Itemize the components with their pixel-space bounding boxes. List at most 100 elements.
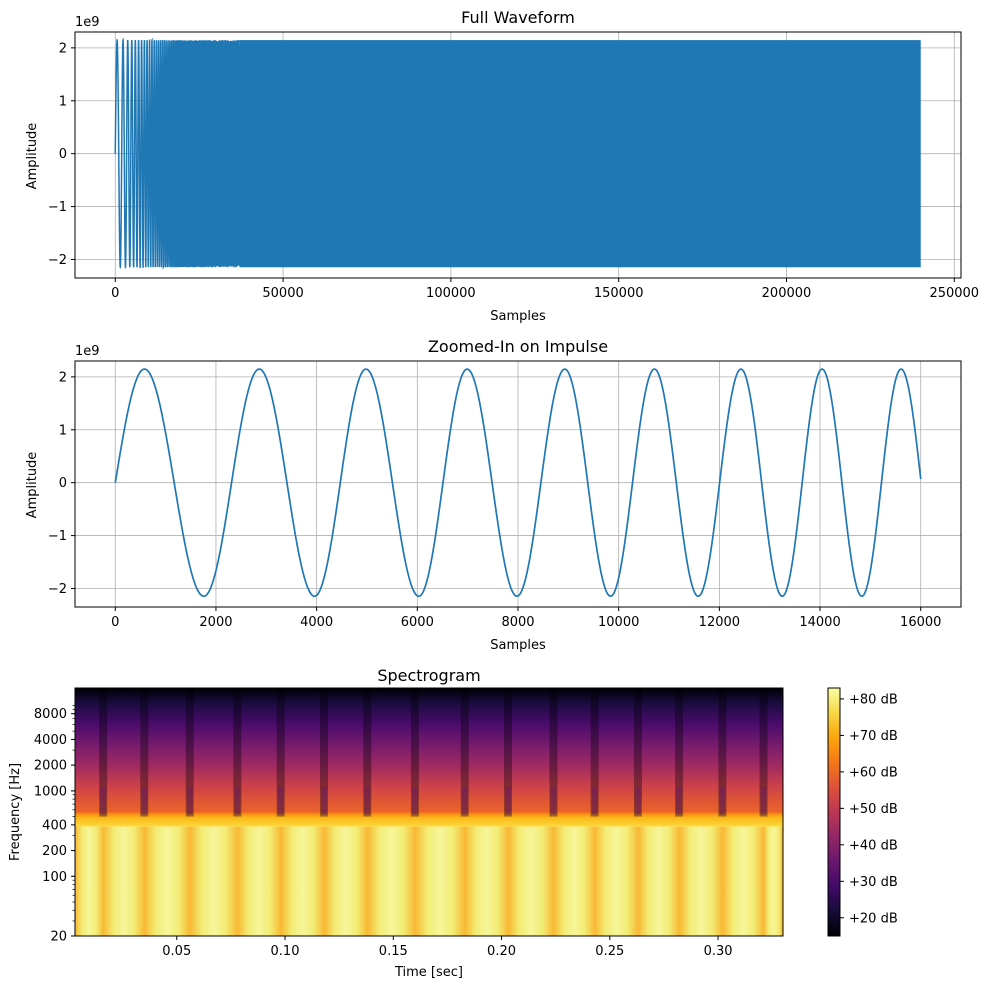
spectrogram-boundary-notch (759, 688, 768, 817)
spectrogram-boundary-dip (277, 786, 284, 815)
spectrogram-boundary-notch (504, 688, 513, 817)
spectrogram-frame-column (144, 826, 191, 936)
full-waveform-ticks: 0 50000 100000 150000 200000 250000 −2 −1 0 1 2 (48, 41, 979, 301)
spectrogram-boundary-notch (233, 688, 242, 817)
spectrogram-xtick-label: 0.30 (704, 944, 733, 959)
zoomed-xlabel: Samples (490, 638, 546, 653)
spectrogram-boundary-notch (590, 688, 599, 817)
full-waveform-xtick-label: 100000 (426, 286, 476, 301)
zoomed-grid (75, 361, 961, 607)
spectrogram-boundary-notch (718, 688, 727, 817)
zoomed-ylabel: Amplitude (25, 452, 40, 519)
spectrogram-boundary-dip (676, 786, 683, 815)
colorbar-tick-label: +40 dB (849, 838, 898, 853)
spectrogram-frame-column (594, 826, 639, 936)
spectrogram-panel: 0.05 0.10 0.15 0.20 0.25 0.30 20 100 200 400 1000 2… (8, 666, 898, 980)
spectrogram-ticks: 0.05 0.10 0.15 0.20 0.25 0.30 20 100 200 400 1000 2… (34, 705, 733, 959)
zoomed-ytick-label: 0 (59, 476, 67, 491)
spectrogram-ytick-label: 400 (42, 818, 67, 833)
spectrogram-xtick-label: 0.05 (162, 944, 191, 959)
spectrogram-ytick-label: 20 (50, 930, 67, 945)
spectrogram-xtick-label: 0.15 (379, 944, 408, 959)
full-waveform-ytick-label: 1 (59, 94, 67, 109)
spectrogram-transition-band (75, 812, 783, 827)
full-waveform-xtick-label: 200000 (762, 286, 812, 301)
spectrogram-frame-column (367, 826, 416, 936)
spectrogram-boundary-notch (99, 688, 108, 817)
spectrogram-frame-column (323, 826, 368, 936)
spectrogram-frame (74, 687, 784, 937)
spectrogram-boundary-notch (410, 688, 419, 817)
spectrogram-upper-band (75, 688, 783, 817)
spectrogram-boundary-dip (364, 786, 371, 815)
zoomed-xtick-label: 2000 (199, 615, 232, 630)
spectrogram-ytick-label: 4000 (34, 733, 67, 748)
spectrogram-frame-column (103, 826, 145, 936)
full-waveform-xtick-label: 0 (111, 286, 119, 301)
full-waveform-ytick-label: 0 (59, 147, 67, 162)
spectrogram-boundary-notch (675, 688, 684, 817)
zoomed-xtick-label: 12000 (699, 615, 740, 630)
spectrogram-frame-column (237, 826, 282, 936)
full-waveform-frame (74, 31, 962, 279)
colorbar (827, 687, 841, 937)
full-waveform-panel: 0 50000 100000 150000 200000 250000 −2 −1 0 1 2 Fu… (25, 8, 979, 324)
spectrogram-boundary-dip (505, 786, 512, 815)
full-waveform-title: Full Waveform (461, 8, 575, 27)
spectrogram-boundary-dip (634, 786, 641, 815)
zoomed-ytick-label: −1 (48, 529, 67, 544)
spectrogram-frame-column (75, 826, 104, 936)
zoomed-ytick-label: −2 (48, 582, 67, 597)
full-waveform-xtick-label: 150000 (594, 286, 644, 301)
spectrogram-boundary-dip (411, 786, 418, 815)
spectrogram-xtick-label: 0.25 (595, 944, 624, 959)
spectrogram-ylabel: Frequency [Hz] (8, 763, 23, 861)
spectrogram-frame-column (189, 826, 238, 936)
full-waveform-ytick-label: −2 (48, 253, 67, 268)
full-waveform-offset-text: 1e9 (75, 15, 100, 30)
colorbar-tick-label: +60 dB (849, 765, 898, 780)
spectrogram-xtick-label: 0.20 (487, 944, 516, 959)
colorbar-ticks: +20 dB +30 dB +40 dB +50 dB +60 dB +70 dB +80 … (840, 692, 898, 926)
zoomed-ytick-label: 2 (59, 370, 67, 385)
colorbar-tick-label: +80 dB (849, 692, 898, 707)
zoomed-title: Zoomed-In on Impulse (428, 337, 608, 356)
colorbar-tick-label: +50 dB (849, 802, 898, 817)
full-waveform-series-line (114, 37, 241, 270)
full-waveform-ytick-label: −1 (48, 200, 67, 215)
zoomed-xtick-label: 0 (111, 615, 119, 630)
full-waveform-ytick-label: 2 (59, 41, 67, 56)
full-waveform-dense-region (239, 40, 921, 268)
zoomed-series-line (114, 368, 922, 598)
full-waveform-xtick-label: 250000 (929, 286, 979, 301)
spectrogram-frame-column (280, 826, 325, 936)
spectrogram-frame-column (722, 826, 765, 936)
zoomed-panel: 0 2000 4000 6000 8000 10000 12000 14000 16000 −2 −… (25, 337, 962, 653)
spectrogram-ytick-label: 2000 (34, 759, 67, 774)
spectrogram-ytick-label: 1000 (34, 784, 67, 799)
spectrogram-frame-column (553, 826, 596, 936)
spectrogram-frame-column (637, 826, 680, 936)
spectrogram-boundary-notch (140, 688, 149, 817)
spectrogram-ytick-label: 200 (42, 844, 67, 859)
spectrogram-frame-column (508, 826, 554, 936)
zoomed-xtick-label: 10000 (598, 615, 639, 630)
zoomed-xtick-label: 8000 (501, 615, 534, 630)
spectrogram-title: Spectrogram (377, 666, 480, 685)
spectrogram-boundary-notch (549, 688, 558, 817)
spectrogram-boundary-notch (363, 688, 372, 817)
spectrogram-xtick-label: 0.10 (271, 944, 300, 959)
spectrogram-ytick-label: 100 (42, 870, 67, 885)
spectrogram-frame-column (679, 826, 723, 936)
spectrogram-xlabel: Time [sec] (394, 965, 463, 980)
full-waveform-ylabel: Amplitude (25, 123, 40, 190)
zoomed-xtick-label: 16000 (900, 615, 941, 630)
colorbar-tick-label: +70 dB (849, 729, 898, 744)
spectrogram-boundary-dip (719, 786, 726, 815)
spectrogram-boundary-dip (760, 786, 767, 815)
spectrogram-boundary-notch (276, 688, 285, 817)
spectrogram-boundary-notch (185, 688, 194, 817)
spectrogram-boundary-dip (550, 786, 557, 815)
zoomed-xtick-label: 6000 (401, 615, 434, 630)
